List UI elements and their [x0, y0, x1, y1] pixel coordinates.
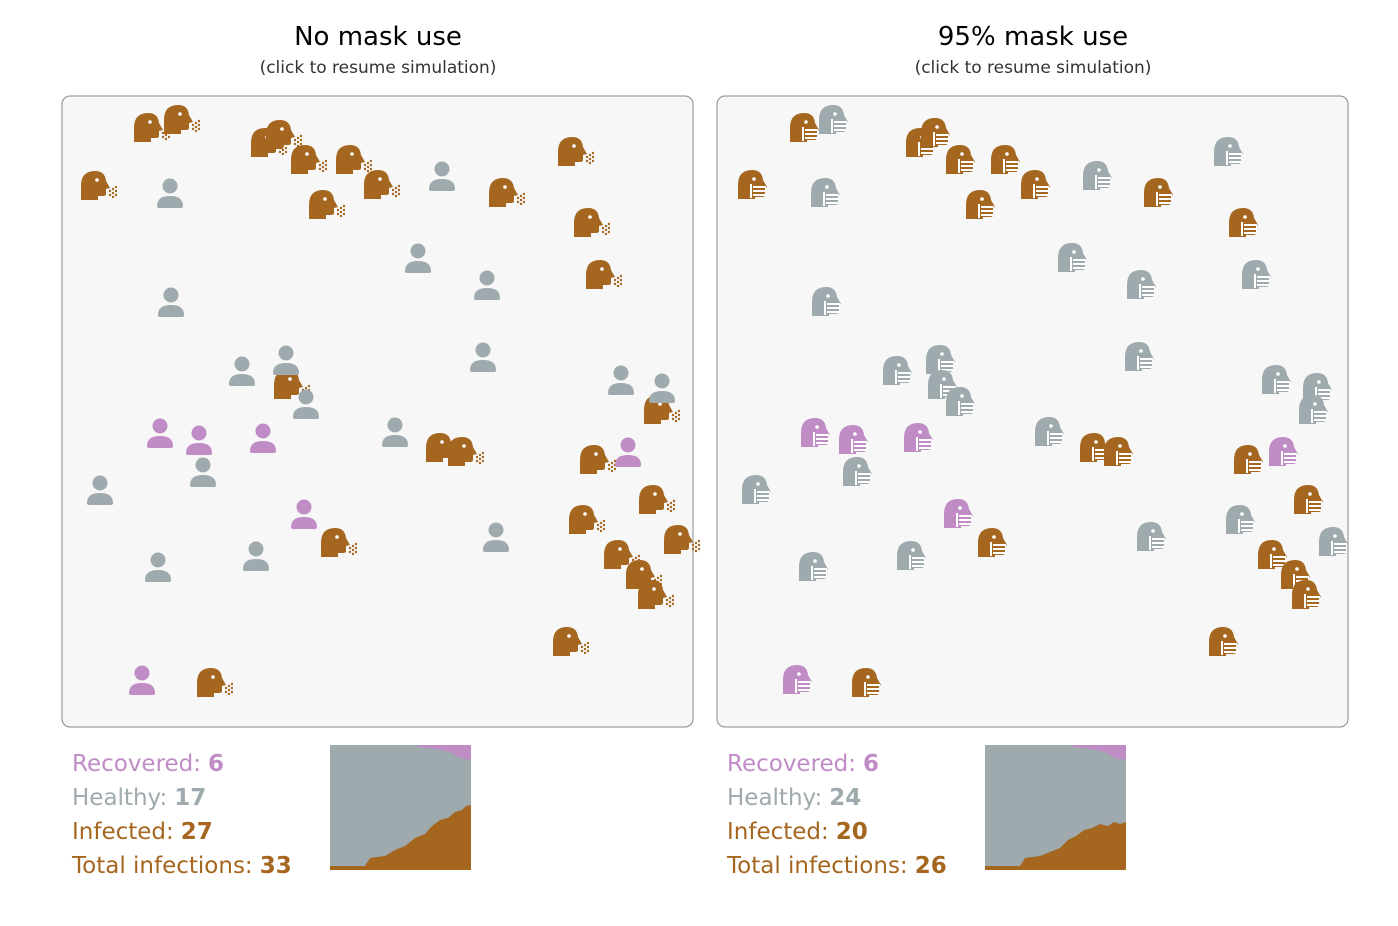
infected-stat: Infected: 20: [727, 819, 868, 845]
stat-label: Infected:: [72, 819, 174, 845]
recovered-area: [1073, 745, 1126, 760]
stat-value: 6: [208, 751, 224, 777]
infected-area: [330, 805, 471, 870]
stat-value: 33: [260, 853, 292, 879]
panel-subtitle: (click to resume simulation): [260, 58, 497, 78]
stat-label: Total infections:: [726, 853, 908, 879]
simulation-box[interactable]: [716, 95, 1349, 728]
recovered-stat: Recovered: 6: [727, 751, 879, 777]
stat-value: 17: [174, 785, 206, 811]
stat-value: 24: [829, 785, 861, 811]
healthy-stat: Healthy: 24: [727, 785, 861, 811]
history-chart: [330, 745, 471, 870]
infected-area: [985, 822, 1126, 870]
stat-value: 27: [181, 819, 213, 845]
stat-value: 6: [863, 751, 879, 777]
stat-label: Healthy:: [72, 785, 167, 811]
simulation-box[interactable]: [61, 95, 694, 728]
stat-value: 20: [836, 819, 868, 845]
total-infections-stat: Total infections: 26: [726, 853, 947, 879]
stat-label: Recovered:: [72, 751, 201, 777]
history-chart: [985, 745, 1126, 870]
total-infections-stat: Total infections: 33: [71, 853, 292, 879]
infected-person: [664, 525, 700, 554]
recovered-stat: Recovered: 6: [72, 751, 224, 777]
stat-label: Total infections:: [71, 853, 253, 879]
panel-subtitle: (click to resume simulation): [915, 58, 1152, 78]
panel-title: 95% mask use: [938, 22, 1128, 52]
healthy-stat: Healthy: 17: [72, 785, 206, 811]
stat-label: Infected:: [727, 819, 829, 845]
stat-value: 26: [915, 853, 947, 879]
recovered-area: [418, 745, 471, 760]
infected-stat: Infected: 27: [72, 819, 213, 845]
stat-label: Healthy:: [727, 785, 822, 811]
stat-label: Recovered:: [727, 751, 856, 777]
panel-title: No mask use: [294, 22, 462, 52]
